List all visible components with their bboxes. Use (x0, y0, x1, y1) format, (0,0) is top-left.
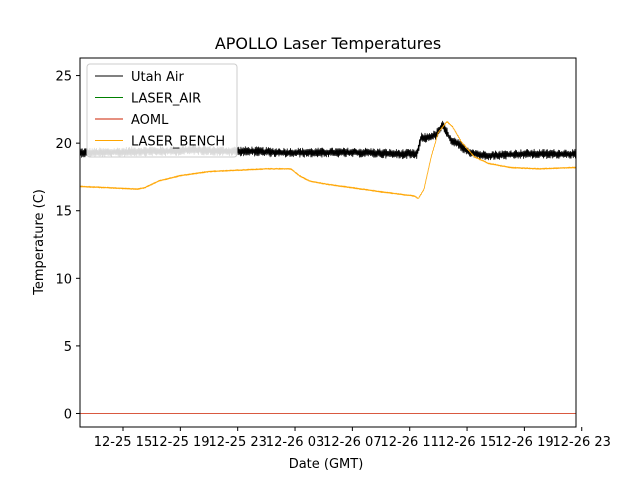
x-tick-label: 12-25 23 (208, 435, 266, 450)
y-tick-label: 0 (64, 407, 72, 422)
legend-label-laser-bench: LASER_BENCH (131, 135, 225, 150)
x-axis-label: Date (GMT) (289, 457, 364, 472)
x-tick-label: 12-26 07 (323, 435, 381, 450)
y-tick-label: 5 (64, 340, 72, 355)
y-axis-label: Temperature (C) (32, 189, 47, 296)
x-tick-label: 12-25 19 (151, 435, 209, 450)
x-tick-label: 12-26 19 (495, 435, 553, 450)
x-tick-label: 12-26 11 (380, 435, 438, 450)
legend-label-aoml: AOML (131, 113, 169, 128)
y-tick-label: 25 (55, 70, 72, 85)
x-tick-label: 12-25 15 (94, 435, 152, 450)
legend-label-laser-air: LASER_AIR (131, 92, 201, 107)
legend-box (86, 63, 238, 158)
series-line-laser-bench (80, 120, 576, 200)
x-tick-label: 12-26 23 (553, 435, 611, 450)
x-tick-label: 12-26 03 (266, 435, 324, 450)
y-tick-label: 15 (55, 205, 72, 220)
plot-frame (79, 57, 577, 428)
x-tick-label: 12-26 15 (438, 435, 496, 450)
chart-title: APOLLO Laser Temperatures (215, 34, 441, 53)
y-tick-label: 20 (55, 137, 72, 152)
legend: Utah Air LASER_AIR AOML LASER_BENCH (86, 63, 238, 158)
y-tick-label: 10 (55, 272, 72, 287)
y-tick-layer: 0 5 10 15 20 25 (55, 70, 80, 422)
legend-label-utah-air: Utah Air (131, 70, 184, 85)
